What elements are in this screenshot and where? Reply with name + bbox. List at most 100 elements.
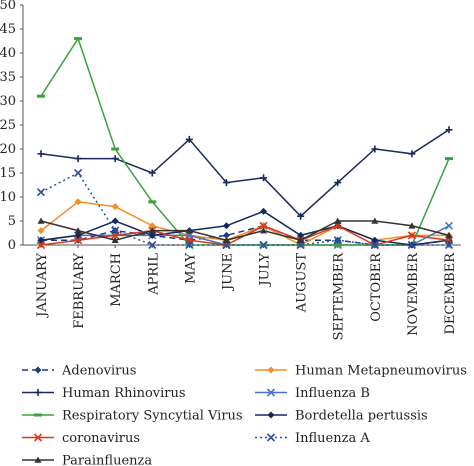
data-point: [148, 231, 156, 239]
x-tick-label: OCTOBER: [369, 252, 384, 322]
data-point: [74, 236, 83, 245]
x-tick-label: JANUARY: [35, 253, 50, 319]
x-tick-label: DECEMBER: [443, 252, 458, 335]
data-point: [334, 217, 342, 224]
data-point: [111, 236, 119, 243]
legend-item: coronavirus: [22, 431, 140, 446]
legend-item: Influenza A: [255, 431, 370, 446]
data-point: [297, 212, 305, 220]
legend-label: Bordetella pertussis: [295, 409, 428, 424]
y-tick-label: 15: [0, 166, 16, 181]
data-point: [185, 240, 194, 250]
data-point: [74, 37, 83, 41]
data-point: [260, 227, 268, 234]
x-tick-label: SEPTEMBER: [332, 252, 347, 341]
legend-label: Human Metapneumovirus: [295, 364, 467, 379]
data-point: [74, 227, 82, 234]
legend-item: Human Rhinovirus: [22, 386, 186, 401]
legend-marker: [34, 389, 42, 396]
legend-marker: [267, 366, 275, 374]
data-point: [408, 222, 416, 229]
data-point: [148, 200, 157, 204]
data-point: [148, 222, 156, 230]
data-point: [297, 231, 305, 239]
x-tick-label: MAY: [183, 253, 198, 284]
legend-marker: [267, 411, 275, 419]
y-tick-label: 30: [0, 94, 16, 109]
legend-item: Parainfluenza: [22, 454, 152, 466]
y-tick-label: 35: [0, 70, 16, 85]
legend-label: Human Rhinovirus: [62, 386, 186, 401]
data-point: [36, 188, 46, 197]
legend-label: Parainfluenza: [62, 454, 152, 466]
series-bordetella-pertussis: [37, 207, 453, 249]
data-point: [185, 227, 193, 234]
legend-marker: [34, 456, 42, 463]
data-point: [222, 179, 230, 187]
data-point: [260, 207, 268, 215]
series-line: [40, 129, 450, 218]
data-point: [259, 221, 268, 230]
data-point: [148, 240, 157, 250]
chart-axes: [22, 5, 461, 246]
legend-marker: [266, 388, 276, 397]
series-parainfluenza: [37, 217, 453, 243]
legend-marker: [266, 433, 276, 442]
series-respiratory-syncytial-virus: [37, 36, 453, 247]
legend-label: Influenza B: [295, 386, 370, 401]
data-point: [185, 135, 193, 143]
legend-label: Respiratory Syncytial Virus: [62, 409, 243, 424]
data-point: [333, 243, 342, 247]
legend-item: Human Metapneumovirus: [255, 364, 467, 379]
legend-item: Adenovirus: [22, 364, 136, 379]
data-point: [371, 145, 379, 153]
data-point: [37, 94, 45, 98]
data-point: [222, 231, 230, 239]
data-point: [444, 240, 454, 250]
legend-item: Bordetella pertussis: [255, 409, 428, 424]
data-point: [111, 155, 119, 163]
legend-item: Influenza B: [255, 386, 370, 401]
data-point: [222, 236, 230, 243]
data-point: [111, 203, 119, 211]
y-tick-label: 40: [0, 46, 16, 61]
data-point: [445, 157, 453, 161]
series-line: [40, 201, 449, 246]
legend-marker: [34, 366, 42, 374]
y-tick-label: 25: [0, 118, 16, 133]
data-point: [333, 236, 342, 245]
series-line: [40, 220, 450, 241]
y-tick-label: 20: [0, 142, 16, 157]
legend-label: Adenovirus: [61, 364, 136, 379]
x-tick-label: APRIL: [146, 253, 161, 296]
data-point: [334, 179, 342, 187]
y-axis-ticks: 0 5 10 15 20 25 30 35 40 45 50: [0, 0, 23, 253]
series-line: [40, 36, 450, 246]
data-point: [111, 226, 120, 235]
legend: Adenovirus Human Metapneumovirus Human Rhi…: [22, 364, 467, 466]
data-point: [259, 240, 268, 250]
data-point: [36, 240, 46, 250]
series-lines: [36, 36, 454, 250]
x-axis-ticks: JANUARY FEBRUARY MARCH APRIL MAY JUNE JULY AUGU…: [35, 245, 458, 340]
data-point: [74, 155, 82, 163]
legend-label: Influenza A: [295, 431, 370, 446]
x-tick-label: AUGUST: [295, 253, 310, 314]
data-point: [444, 221, 454, 230]
y-tick-label: 5: [8, 214, 16, 229]
data-point: [445, 231, 453, 239]
x-tick-label: JULY: [258, 253, 273, 288]
series-human-rhinovirus: [37, 126, 453, 220]
data-point: [408, 150, 416, 158]
data-point: [407, 231, 416, 240]
data-point: [445, 126, 453, 134]
data-point: [371, 236, 379, 244]
data-point: [148, 169, 156, 177]
data-point: [111, 147, 120, 151]
x-tick-label: MARCH: [109, 253, 124, 307]
series-line: [40, 210, 450, 246]
data-point: [37, 217, 45, 224]
x-tick-label: FEBRUARY: [72, 253, 87, 329]
y-tick-label: 45: [0, 22, 16, 37]
